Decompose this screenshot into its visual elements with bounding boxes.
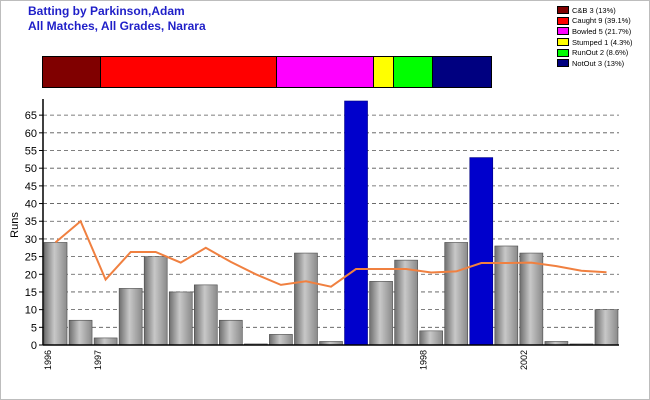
bar-out (219, 319, 243, 346)
chart-subtitle: All Matches, All Grades, Narara (28, 19, 206, 33)
legend-item: Caught 9 (39.1%) (557, 16, 632, 27)
y-tick-label: 35 (25, 216, 37, 228)
x-tick-label: 2002 (519, 350, 529, 370)
bar-not-out (344, 100, 368, 346)
bar-out (143, 256, 168, 346)
bar-out (419, 330, 443, 346)
bar-out (168, 291, 193, 346)
summary-segment (393, 57, 433, 87)
chart-title: Batting by Parkinson,Adam (28, 4, 185, 18)
legend-label: Caught 9 (39.1%) (572, 16, 631, 26)
legend-label: C&B 3 (13%) (572, 5, 616, 15)
legend-label: NotOut 3 (13%) (572, 58, 625, 68)
legend-item: NotOut 3 (13%) (557, 58, 632, 69)
legend-item: Bowled 5 (21.7%) (557, 26, 632, 37)
dismissal-summary-bar (42, 56, 492, 88)
y-tick-label: 30 (25, 234, 37, 246)
bar-out (594, 309, 619, 346)
summary-segment (43, 57, 102, 87)
legend-swatch (557, 16, 569, 25)
bar-out (294, 252, 318, 346)
bar-out (193, 284, 218, 346)
bar-out (43, 242, 68, 346)
bar-out (118, 288, 143, 346)
y-tick-label: 15 (25, 287, 37, 299)
y-tick-label: 5 (31, 322, 37, 334)
y-tick-label: 65 (25, 110, 37, 122)
legend-item: Stumped 1 (4.3%) (557, 37, 632, 48)
y-tick-label: 20 (25, 269, 37, 281)
bar-out (394, 259, 418, 346)
y-tick-label: 40 (25, 199, 37, 211)
x-tick-label: 1997 (93, 350, 103, 370)
summary-segment (276, 57, 375, 87)
legend-swatch (557, 27, 569, 36)
y-tick-label: 55 (25, 146, 37, 158)
legend-label: Stumped 1 (4.3%) (572, 37, 633, 47)
summary-segment (374, 57, 394, 87)
bar-out (269, 334, 293, 346)
legend-item: C&B 3 (13%) (557, 5, 632, 16)
y-tick-label: 50 (25, 163, 37, 175)
legend-swatch (557, 48, 569, 57)
y-tick-label: 60 (25, 128, 37, 140)
legend-label: Bowled 5 (21.7%) (572, 26, 632, 36)
y-axis-label: Runs (9, 212, 21, 238)
legend-swatch (557, 38, 569, 47)
bar-out (93, 337, 118, 346)
bar-out (68, 319, 93, 346)
summary-segment (432, 57, 491, 87)
bar-out (369, 281, 393, 346)
average-line (54, 219, 607, 288)
bar-out (494, 245, 519, 346)
legend-label: RunOut 2 (8.6%) (572, 48, 629, 58)
bar-not-out (469, 157, 494, 346)
x-tick-label: 1998 (419, 350, 429, 370)
bar-out (519, 252, 544, 346)
bar-out (444, 242, 469, 346)
summary-segment (101, 57, 277, 87)
y-tick-label: 45 (25, 181, 37, 193)
y-tick-label: 0 (31, 340, 37, 352)
legend-swatch (557, 6, 569, 15)
legend-swatch (557, 59, 569, 68)
dismissal-legend: C&B 3 (13%) Caught 9 (39.1%) Bowled 5 (21.… (557, 5, 632, 69)
y-tick-label: 25 (25, 252, 37, 264)
legend-item: RunOut 2 (8.6%) (557, 47, 632, 58)
x-tick-label: 1996 (43, 350, 53, 370)
y-tick-label: 10 (25, 305, 37, 317)
